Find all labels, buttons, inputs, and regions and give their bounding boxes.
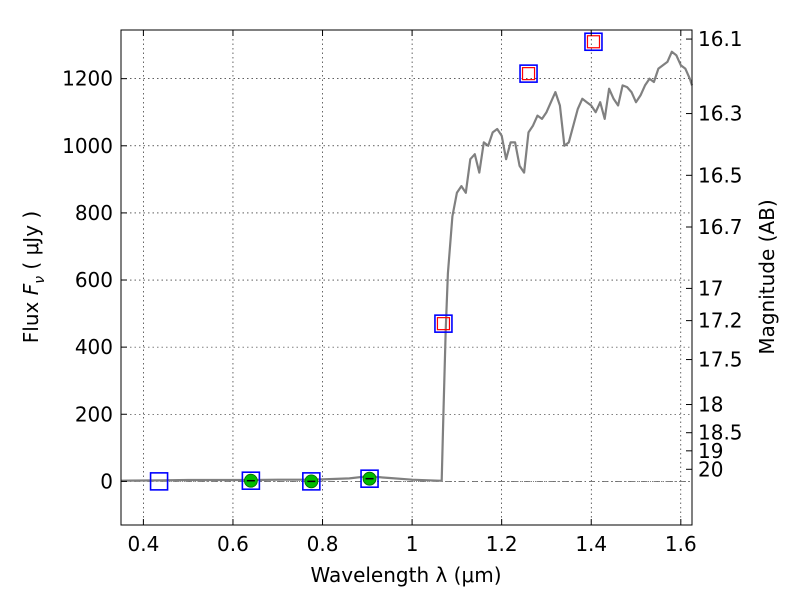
- model-photometry-marker: [149, 472, 169, 491]
- y-axis-label-subscript: ν: [32, 276, 48, 284]
- magnitude-tick-label: 16.5: [698, 163, 743, 187]
- magnitude-tick-label: 17.5: [698, 348, 743, 372]
- x-tick-label: 1: [406, 532, 419, 556]
- magnitude-tick-label: 17.2: [698, 309, 743, 333]
- y-tick-labels: 0 200 400 600 800 1000 1200: [62, 67, 113, 494]
- x-tick-label: 1.6: [665, 532, 697, 556]
- model-photometry-marker: [302, 472, 321, 491]
- observed-limit-marker: [521, 67, 536, 81]
- grid: [121, 30, 692, 525]
- magnitude-tick-label: 17: [698, 276, 723, 300]
- y-axis-label-prefix: Flux: [19, 295, 43, 343]
- x-axis-label: Wavelength λ (μm): [310, 563, 501, 587]
- y-tick-label: 200: [75, 402, 113, 426]
- y-tick-label: 1200: [62, 67, 113, 91]
- magnitude-tick-label: 20: [698, 457, 723, 481]
- magnitude-tick-label: 16.7: [698, 215, 743, 239]
- y-tick-label: 1000: [62, 134, 113, 158]
- model-photometry-marker: [360, 469, 379, 488]
- magnitude-tick-label: 16.1: [698, 27, 743, 51]
- y-tick-label: 800: [75, 201, 113, 225]
- y-tick-label: 600: [75, 268, 113, 292]
- magnitude-tick-label: 16.3: [698, 102, 743, 126]
- model-photometry-marker: [584, 32, 603, 52]
- y-axis-label-symbol: F: [19, 283, 43, 295]
- x-tick-label: 1.2: [486, 532, 518, 556]
- y-tick-label: 400: [75, 335, 113, 359]
- x-tick-label: 0.6: [217, 532, 249, 556]
- y-tick-label: 0: [100, 469, 113, 493]
- secondary-y-axis-label: Magnitude (AB): [755, 199, 779, 354]
- axes-frame: [120, 29, 693, 526]
- observed-limit-marker: [436, 317, 451, 331]
- x-tick-label: 0.8: [307, 532, 339, 556]
- observed-limit-marker: [586, 35, 601, 49]
- magnitude-tick-label: 18.5: [698, 421, 743, 445]
- y-axis-label: Flux Fν ( μJy ): [19, 211, 48, 343]
- x-tick-label: 1.4: [575, 532, 607, 556]
- tick-marks: [121, 30, 692, 525]
- magnitude-tick-label: 18: [698, 393, 723, 417]
- model-photometry-marker: [434, 314, 453, 333]
- x-tick-label: 0.4: [127, 532, 159, 556]
- y-axis-label-suffix: ( μJy ): [19, 211, 43, 276]
- plot-content: [120, 32, 694, 491]
- magnitude-tick-label: 19: [698, 439, 723, 463]
- sed-model-line: [120, 50, 694, 482]
- model-photometry-marker: [241, 471, 261, 491]
- x-tick-labels: 0.4 0.6 0.8 1 1.2 1.4 1.6: [127, 532, 696, 556]
- model-photometry-marker: [519, 64, 538, 83]
